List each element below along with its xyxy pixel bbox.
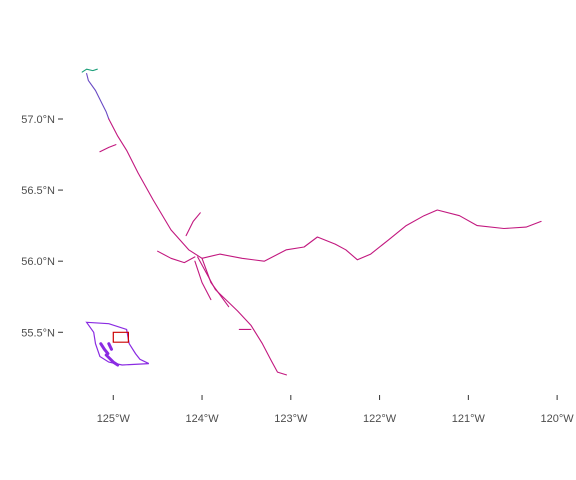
- y-tick-label: 55.5°N: [21, 327, 55, 339]
- x-tick-label: 125°W: [97, 413, 131, 425]
- y-tick-label: 56.5°N: [21, 185, 55, 197]
- route-west-branch: [158, 251, 195, 262]
- route-south-line-a: [198, 257, 287, 375]
- inset-region: [87, 322, 149, 365]
- route-lines: [82, 69, 541, 375]
- route-east-corridor: [202, 210, 541, 261]
- route-north-spur: [186, 213, 200, 236]
- x-axis: 125°W 124°W 123°W 122°W 121°W 120°W: [97, 395, 575, 425]
- x-tick-label: 120°W: [541, 413, 575, 425]
- route-south-line-b: [202, 258, 229, 306]
- inset-box: [113, 332, 128, 342]
- y-tick-label: 57.0°N: [21, 114, 55, 126]
- inset-island-2: [106, 355, 118, 365]
- y-axis: 57.0°N 56.5°N 56.0°N 55.5°N: [21, 114, 63, 339]
- inset-island-3: [109, 344, 112, 350]
- inset-island-1: [101, 344, 108, 354]
- route-northern-route: [87, 74, 109, 120]
- y-tick-label: 56.0°N: [21, 256, 55, 268]
- x-tick-label: 123°W: [274, 413, 308, 425]
- x-tick-label: 122°W: [363, 413, 397, 425]
- x-tick-label: 124°W: [185, 413, 219, 425]
- route-west-spur: [100, 145, 116, 152]
- route-north-end-loop: [82, 69, 97, 72]
- x-tick-label: 121°W: [452, 413, 486, 425]
- route-main-diagonal: [109, 119, 202, 258]
- inset-outline: [87, 322, 149, 365]
